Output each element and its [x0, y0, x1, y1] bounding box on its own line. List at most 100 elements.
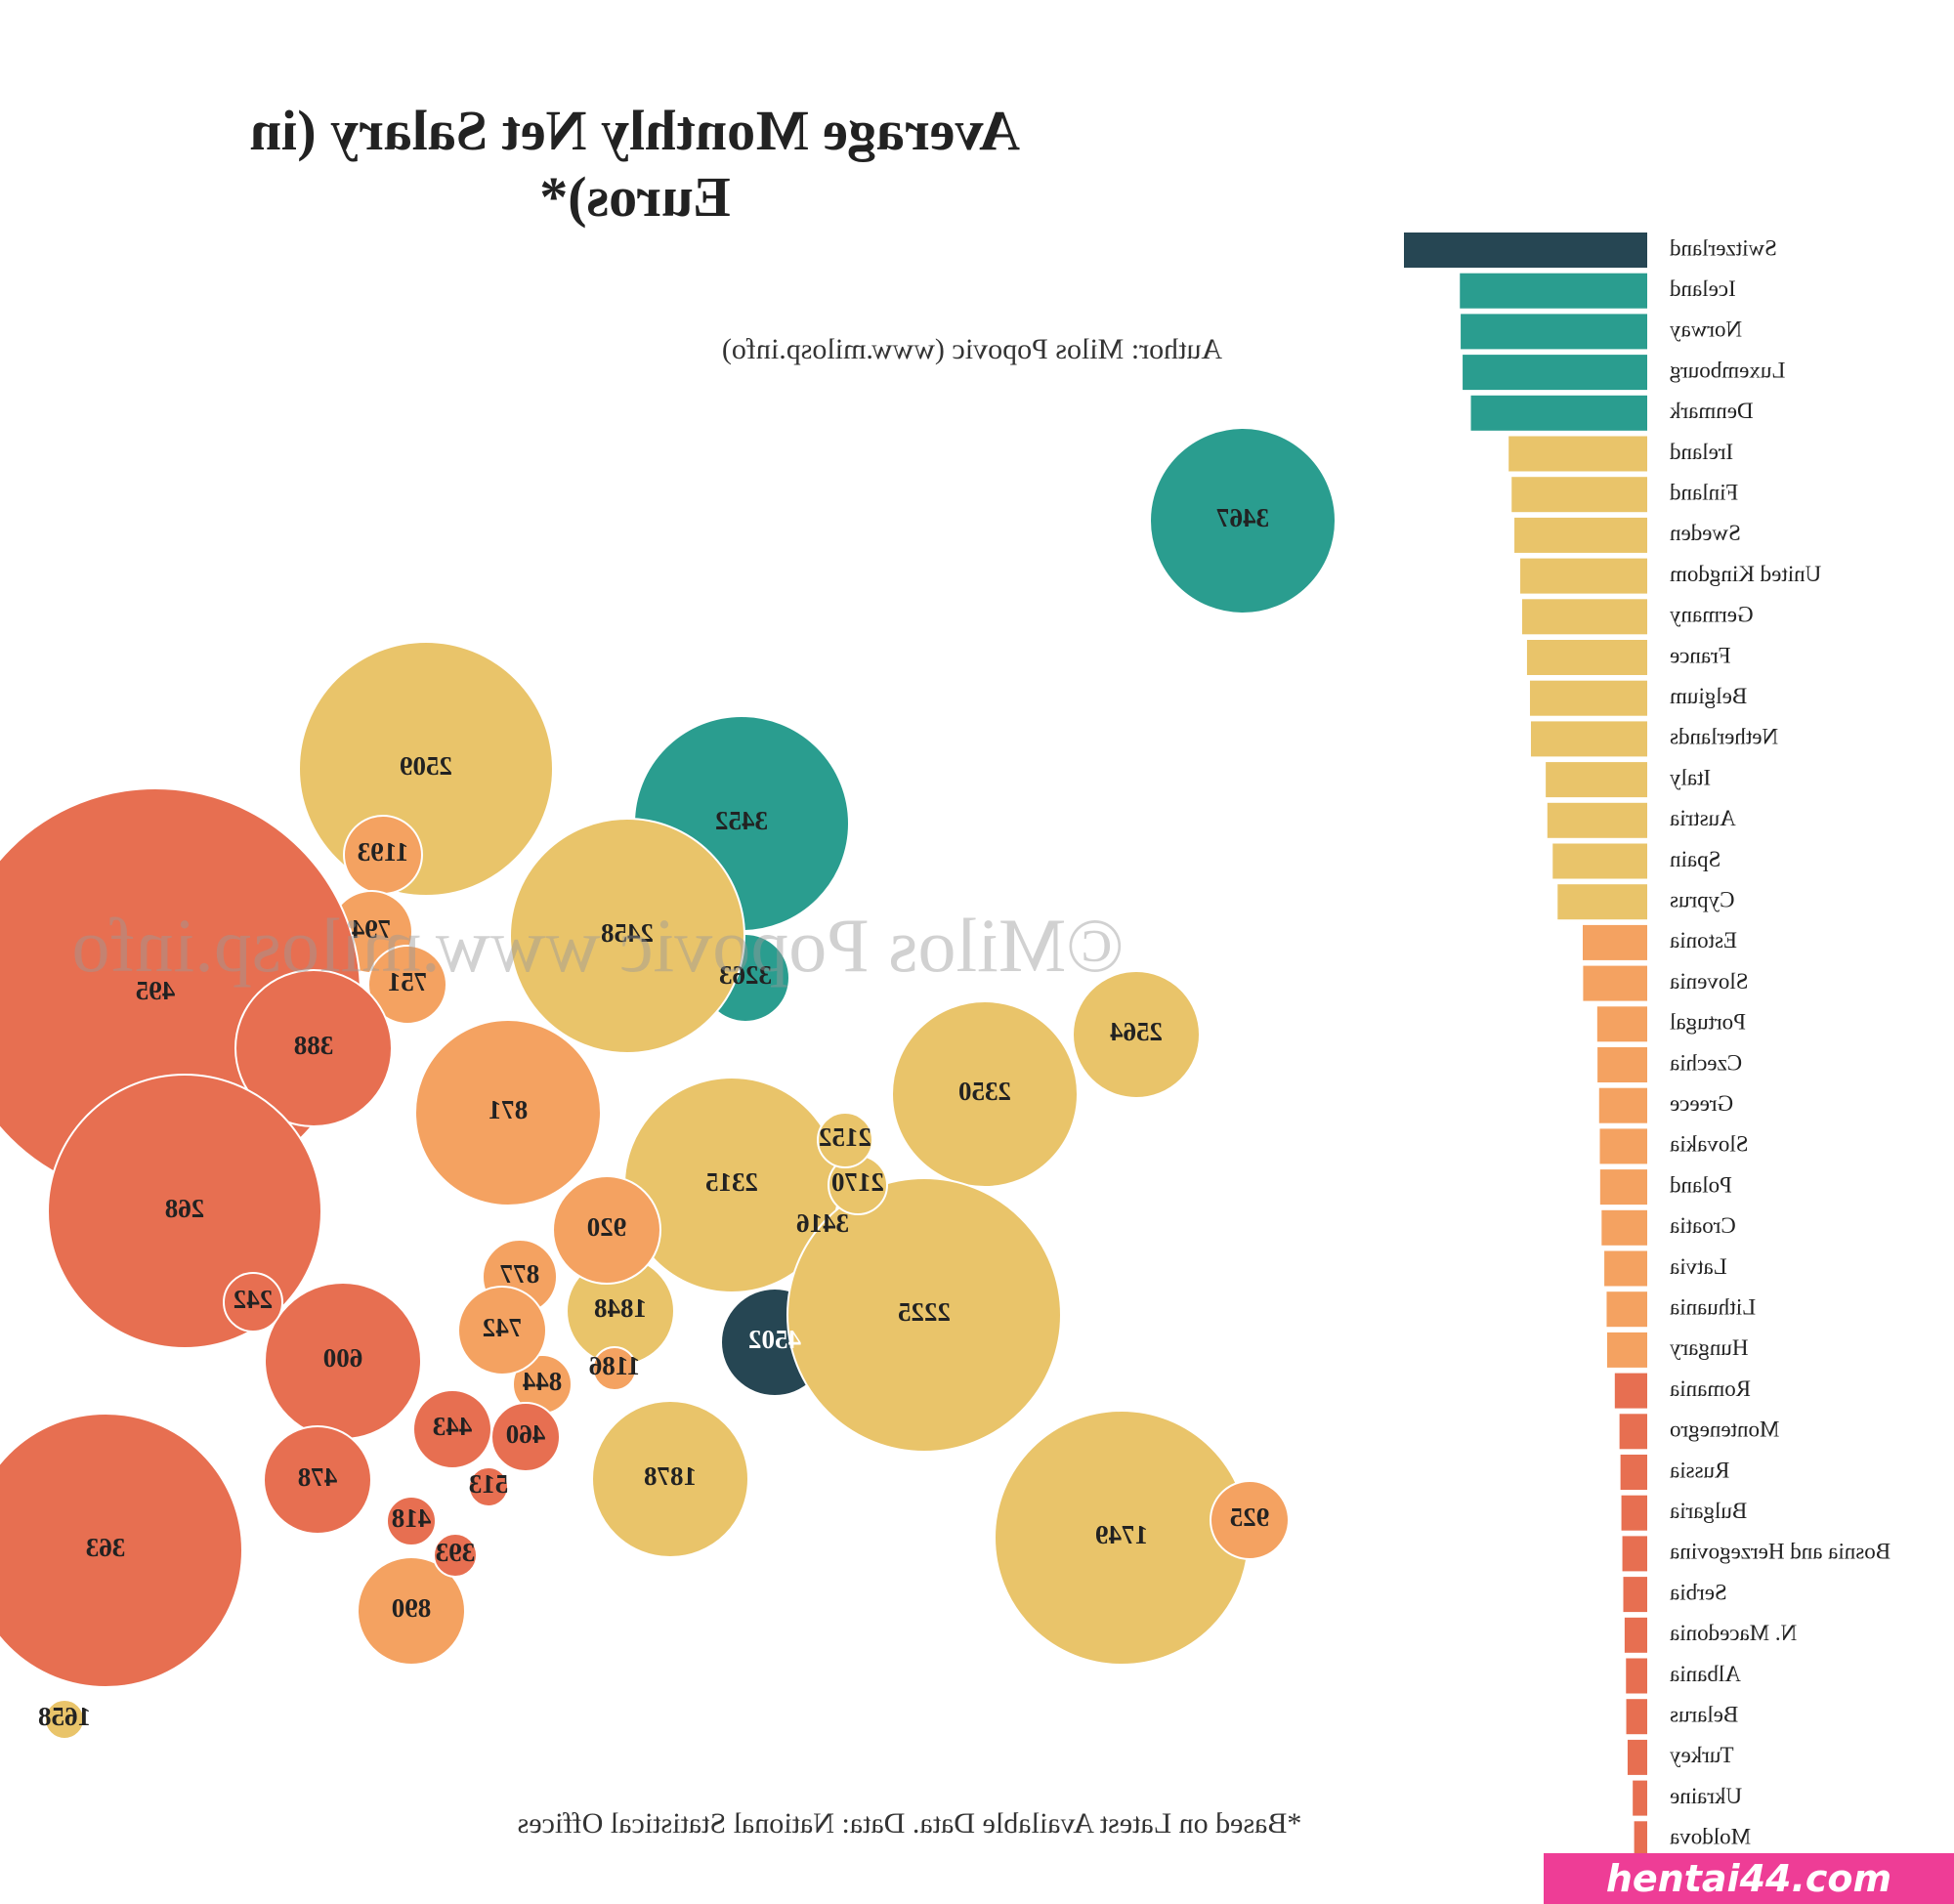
map-region: [457, 1286, 547, 1375]
map-region: [263, 1425, 372, 1535]
map-value-label: 242: [234, 1285, 274, 1314]
map-value-label: 478: [298, 1462, 338, 1492]
map-region: [386, 1496, 437, 1546]
map-value-label: 1848: [594, 1293, 647, 1323]
bar-label: Bulgaria: [1670, 1499, 1747, 1523]
map-value-label: 600: [323, 1343, 363, 1373]
bar-label: Austria: [1670, 806, 1736, 830]
map-value-label: 460: [506, 1419, 546, 1449]
map-region: [591, 1400, 749, 1558]
bar-label: Finland: [1670, 480, 1739, 504]
bar-label: Cyprus: [1670, 887, 1735, 911]
bar-label: Switzerland: [1670, 235, 1777, 260]
bar-label: Belarus: [1670, 1702, 1738, 1726]
map-value-label: 2170: [831, 1167, 884, 1197]
bar: [1526, 640, 1647, 675]
bar-label: Sweden: [1670, 521, 1741, 545]
author: Author: Milos Popovic (www.milosp.info): [722, 333, 1222, 365]
map-value-label: 1658: [38, 1702, 91, 1731]
map-region: [786, 1177, 1062, 1453]
bar: [1521, 599, 1647, 635]
map-region: [1149, 427, 1337, 614]
bar-chart: Switzerland Iceland Norway Luxembourg Denmar…: [1404, 233, 1890, 1857]
bar: [1633, 1780, 1647, 1816]
bar: [1620, 1455, 1647, 1490]
bar: [1626, 1658, 1647, 1694]
bar: [1624, 1617, 1647, 1653]
map-value-label: 844: [523, 1367, 563, 1396]
map-region: [1210, 1480, 1290, 1560]
bar: [1583, 924, 1647, 960]
bar-label: Romania: [1670, 1376, 1751, 1401]
map-region: [891, 1000, 1079, 1188]
bar-label: Slovenia: [1670, 969, 1749, 994]
bar: [1619, 1414, 1647, 1450]
map-value-label: 1878: [644, 1461, 697, 1491]
bar: [1552, 843, 1647, 879]
map-region: [0, 1413, 243, 1688]
map-value-label: 871: [488, 1095, 529, 1124]
bar-label: Serbia: [1670, 1580, 1727, 1604]
map-value-label: 388: [294, 1031, 334, 1060]
map-value-label: 3452: [715, 806, 768, 835]
map-value-label: 268: [165, 1194, 205, 1223]
bar-label: Norway: [1670, 317, 1743, 342]
bar: [1634, 1821, 1647, 1857]
bar-label: Iceland: [1670, 276, 1736, 301]
bar-label: Croatia: [1670, 1213, 1736, 1238]
bar-label: Bosnia and Herzegovina: [1670, 1540, 1890, 1564]
footer: *Based on Latest Available Data. Data: N…: [518, 1807, 1302, 1840]
bar-label: France: [1670, 643, 1731, 667]
map-value-label: 3416: [796, 1208, 849, 1238]
map-region: [552, 1175, 661, 1285]
map-value-label: 925: [1230, 1502, 1270, 1532]
bar-label: Greece: [1670, 1091, 1733, 1116]
map-value-label: 495: [136, 976, 176, 1005]
map-value-label: 2350: [958, 1077, 1011, 1106]
bar-label: United Kingdom: [1670, 562, 1821, 586]
map-value-label: 2152: [819, 1122, 871, 1152]
map-value-label: 363: [86, 1533, 126, 1562]
map-value-label: 3467: [1216, 503, 1269, 532]
bar: [1460, 273, 1647, 309]
bar-label: Portugal: [1670, 1010, 1746, 1035]
bar: [1511, 477, 1647, 513]
map-value-label: 794: [352, 914, 392, 944]
map-value-label: 890: [392, 1593, 432, 1623]
bar-label: N. Macedonia: [1670, 1621, 1797, 1645]
site-banner: hentai44.com: [1544, 1853, 1954, 1904]
bar: [1530, 721, 1647, 757]
map-region: [367, 945, 447, 1025]
bar: [1614, 1373, 1647, 1409]
bar-label: Montenegro: [1670, 1417, 1779, 1442]
bar-label: Poland: [1670, 1172, 1732, 1197]
bar: [1546, 762, 1647, 798]
map-value-label: 2509: [400, 751, 452, 781]
bar: [1583, 965, 1647, 1001]
map-region: [1072, 970, 1201, 1099]
bar: [1606, 1332, 1647, 1368]
bar-label: Latvia: [1670, 1254, 1727, 1279]
map-region: [234, 969, 393, 1127]
bar: [1597, 1047, 1647, 1082]
map-value-label: 418: [392, 1503, 432, 1533]
map-value-label: 751: [388, 967, 428, 996]
bar-label: Lithuania: [1670, 1294, 1756, 1319]
bar: [1547, 802, 1647, 838]
bar-label: Hungary: [1670, 1335, 1749, 1360]
bar: [1463, 355, 1647, 391]
bar-label: Luxembourg: [1670, 358, 1786, 382]
bar: [1599, 1128, 1647, 1164]
map-value-label: 1749: [1095, 1520, 1148, 1549]
bar: [1596, 1006, 1647, 1042]
map-value-label: 1186: [589, 1351, 641, 1380]
map-region: [414, 1019, 602, 1206]
bar-label: Italy: [1670, 765, 1712, 789]
map-region: [223, 1272, 283, 1333]
bar-label: Albania: [1670, 1662, 1741, 1686]
bar: [1598, 1087, 1647, 1123]
map-value-label: 1193: [358, 837, 409, 867]
map-region: [468, 1466, 509, 1507]
